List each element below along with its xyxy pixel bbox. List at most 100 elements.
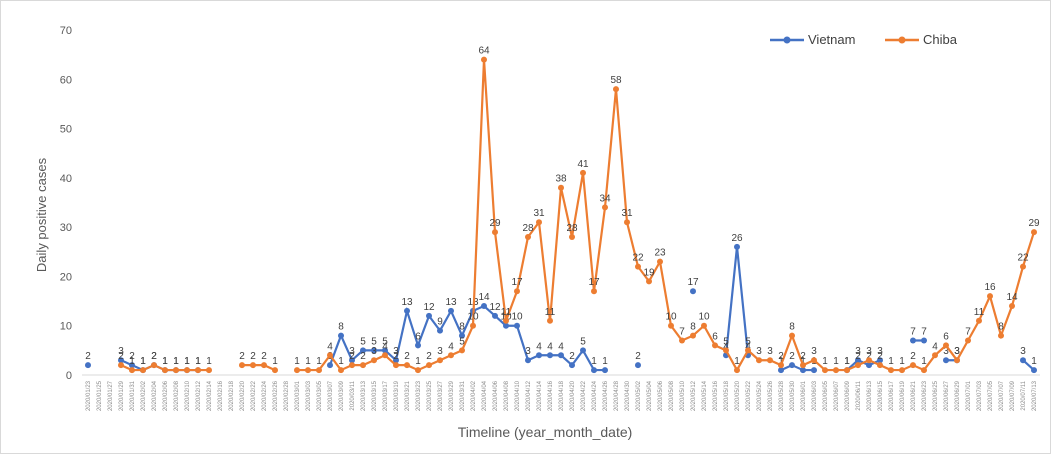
point	[393, 357, 399, 364]
point	[657, 258, 663, 265]
x-tick-label: 2020/01/25	[97, 380, 103, 411]
data-label: 2	[855, 351, 861, 362]
x-tick-label: 2020/05/02	[636, 380, 642, 411]
x-tick-label: 2020/06/25	[933, 380, 939, 411]
point	[800, 367, 806, 374]
point	[613, 86, 619, 93]
data-label: 7	[679, 327, 685, 338]
point	[679, 337, 685, 344]
data-label: 2	[789, 351, 795, 362]
data-label: 10	[511, 312, 523, 323]
point	[503, 317, 509, 324]
point	[767, 357, 773, 364]
data-label: 2	[118, 351, 124, 362]
point	[635, 362, 641, 369]
legend-marker	[783, 36, 791, 44]
x-tick-label: 2020/07/09	[1010, 380, 1016, 411]
point	[459, 332, 465, 339]
point	[756, 357, 762, 364]
data-label: 14	[1006, 292, 1018, 303]
data-label: 1	[888, 356, 894, 367]
data-label: 22	[632, 253, 644, 264]
data-label: 2	[393, 351, 399, 362]
data-label: 19	[643, 267, 655, 278]
x-tick-label: 2020/04/18	[559, 380, 565, 411]
point	[448, 352, 454, 359]
point	[734, 367, 740, 374]
data-label: 3	[756, 346, 762, 357]
point	[690, 332, 696, 339]
point	[525, 357, 531, 364]
point	[789, 362, 795, 369]
data-label: 4	[536, 341, 542, 352]
x-tick-label: 2020/06/13	[867, 380, 873, 411]
point	[316, 367, 322, 374]
data-label: 10	[467, 312, 479, 323]
point	[250, 362, 256, 369]
point	[327, 362, 333, 369]
point	[382, 347, 388, 354]
y-tick-label: 30	[60, 222, 72, 234]
point	[624, 219, 630, 226]
data-label: 2	[151, 351, 157, 362]
point	[899, 367, 905, 374]
point	[514, 322, 520, 329]
data-label: 4	[745, 341, 751, 352]
point	[734, 243, 740, 250]
point	[393, 362, 399, 369]
point	[965, 337, 971, 344]
data-label: 4	[932, 341, 938, 352]
x-tick-label: 2020/03/03	[306, 380, 312, 411]
data-label: 29	[489, 218, 501, 229]
data-label: 1	[833, 356, 839, 367]
point	[536, 219, 542, 226]
point	[811, 357, 817, 364]
data-label: 12	[423, 302, 435, 313]
data-label: 31	[621, 208, 633, 219]
x-tick-label: 2020/02/28	[284, 380, 290, 411]
x-tick-label: 2020/05/10	[680, 380, 686, 411]
x-tick-label: 2020/06/29	[955, 380, 961, 411]
data-label: 1	[822, 356, 828, 367]
x-tick-label: 2020/04/22	[581, 380, 587, 411]
point	[580, 347, 586, 354]
data-label: 17	[588, 277, 600, 288]
x-tick-label: 2020/05/22	[746, 380, 752, 411]
data-label: 1	[591, 356, 597, 367]
x-tick-label: 2020/04/02	[471, 380, 477, 411]
data-label: 5	[371, 336, 377, 347]
x-tick-label: 2020/05/18	[724, 380, 730, 411]
x-tick-label: 2020/04/28	[614, 380, 620, 411]
x-tick-label: 2020/04/24	[592, 380, 598, 411]
point	[294, 367, 300, 374]
point	[646, 278, 652, 285]
data-label: 3	[371, 346, 377, 357]
x-tick-label: 2020/02/02	[141, 380, 147, 411]
point	[459, 347, 465, 354]
y-tick-label: 20	[60, 271, 72, 283]
point	[492, 229, 498, 236]
point	[85, 362, 91, 369]
point	[404, 307, 410, 314]
data-label: 2	[129, 351, 135, 362]
data-label: 1	[162, 356, 168, 367]
point	[602, 204, 608, 211]
x-tick-label: 2020/06/05	[823, 380, 829, 411]
x-tick-label: 2020/02/14	[207, 380, 213, 411]
x-tick-label: 2020/04/12	[526, 380, 532, 411]
data-label: 1	[415, 356, 421, 367]
point	[976, 317, 982, 324]
x-tick-label: 2020/03/13	[361, 380, 367, 411]
data-label: 3	[855, 346, 861, 357]
data-label: 2	[426, 351, 432, 362]
point	[635, 263, 641, 270]
x-tick-label: 2020/03/23	[416, 380, 422, 411]
x-tick-label: 2020/01/31	[130, 380, 136, 411]
x-tick-label: 2020/03/31	[460, 380, 466, 411]
point	[558, 184, 564, 191]
data-label: 2	[778, 351, 784, 362]
data-label: 1	[195, 356, 201, 367]
point	[404, 362, 410, 369]
x-tick-label: 2020/02/16	[218, 380, 224, 411]
